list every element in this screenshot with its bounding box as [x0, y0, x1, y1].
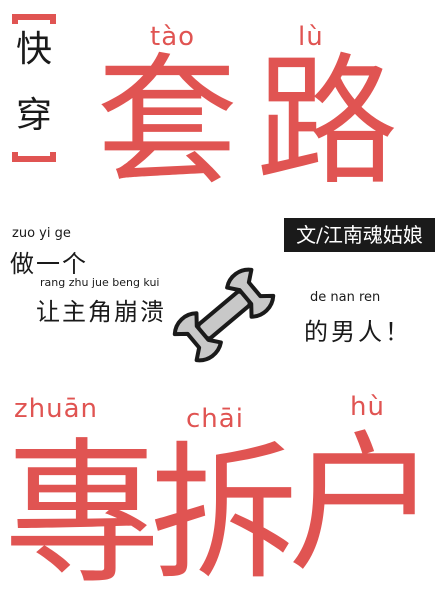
title-bottom-pinyin-3: hù: [350, 392, 385, 422]
title-bottom-char-2: 拆: [150, 428, 298, 600]
title-top-char-2: 路: [256, 40, 398, 205]
tag-char-bottom: 穿: [15, 95, 52, 136]
title-bottom-pinyin-1: zhuān: [14, 394, 99, 424]
line1-pinyin: zuo yi ge: [12, 226, 71, 241]
tag-bracket-top: [12, 14, 56, 24]
author-label: 文/江南魂姑娘: [284, 218, 435, 252]
title-bottom-char-3: 户: [288, 418, 435, 592]
line3-pinyin: de nan ren: [310, 290, 381, 305]
line3-text: 的男人！: [304, 318, 412, 346]
line2-text: 让主角崩溃: [36, 298, 166, 326]
title-top-pinyin-1: tào: [150, 22, 196, 52]
line2-pinyin: rang zhu jue beng kui: [40, 276, 160, 289]
tag-bracket-bottom: [12, 152, 56, 162]
title-top-char-1: 套: [96, 40, 238, 205]
title-bottom-pinyin-2: chāi: [186, 404, 244, 434]
title-top-pinyin-2: lù: [298, 22, 324, 52]
wrench-icon: [168, 262, 280, 368]
title-bottom-char-1: 專: [4, 423, 160, 605]
line1-text: 做一个: [10, 250, 88, 278]
tag-char-top: 快: [15, 29, 52, 70]
